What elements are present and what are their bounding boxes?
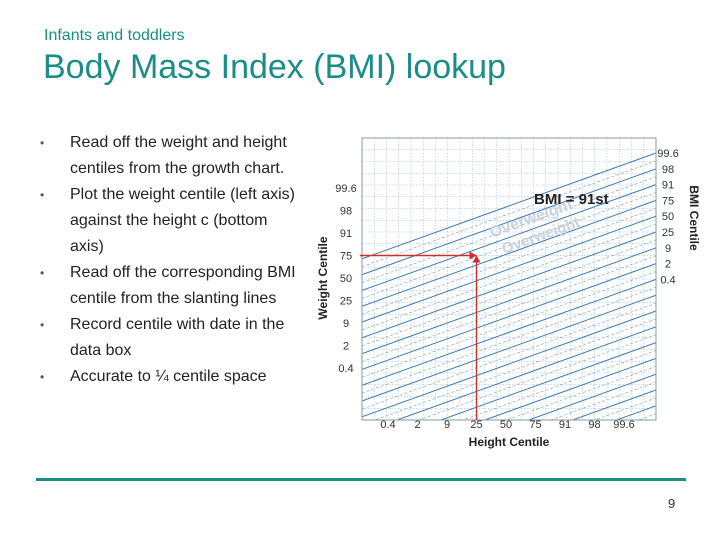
height-tick-label: 75 (529, 419, 541, 431)
bmi-axis-label: BMI Centile (687, 185, 701, 251)
bmi-tick-label: 99.6 (657, 148, 678, 160)
bmi-centile-line (362, 278, 656, 386)
slide-title: Body Mass Index (BMI) lookup (43, 48, 506, 86)
bmi-tick-label: 25 (662, 227, 674, 239)
bmi-quarter-line (362, 271, 656, 378)
height-tick-label: 9 (444, 419, 450, 431)
bmi-quarter-line (362, 208, 656, 315)
bmi-quarter-line (505, 366, 656, 420)
bmi-centile-line (571, 389, 656, 420)
weight-tick-label: 50 (340, 273, 352, 285)
weight-tick-label: 99.6 (335, 183, 356, 195)
height-tick-label: 25 (470, 419, 482, 431)
weight-tick-label: 2 (343, 341, 349, 353)
weight-axis-label: Weight Centile (316, 236, 330, 319)
bullet-read-bmi: Read off the corresponding BMI centile f… (40, 260, 300, 312)
bmi-result-label: BMI = 91st (534, 191, 609, 208)
bmi-quarter-line (362, 302, 656, 410)
bmi-centile-line (362, 310, 656, 418)
weight-tick-label: 75 (340, 251, 352, 263)
bmi-centile-line (527, 373, 656, 420)
instruction-list: Read off the weight and height centiles … (40, 130, 300, 390)
bmi-quarter-line (593, 397, 656, 420)
bmi-centile-line (362, 247, 656, 355)
lookup-arrowhead-up (472, 255, 481, 263)
bmi-tick-label: 98 (662, 164, 674, 176)
bmi-tick-label: 0.4 (660, 274, 675, 286)
height-tick-label: 50 (500, 419, 512, 431)
bmi-centile-line (362, 294, 656, 402)
weight-tick-label: 0.4 (338, 363, 353, 375)
bullet-accuracy: Accurate to ¼ centile space (40, 364, 300, 390)
bmi-centile-line (362, 152, 656, 260)
slide-subtitle: Infants and toddlers (44, 27, 185, 44)
bmi-quarter-line (418, 334, 656, 420)
plot-frame (361, 137, 657, 421)
bmi-quarter-line (362, 176, 656, 283)
lookup-marker (360, 251, 481, 420)
height-tick-label: 98 (588, 419, 600, 431)
lookup-arrowhead-right (469, 251, 477, 260)
bmi-centile-line (362, 231, 656, 339)
bmi-centile-line (439, 342, 656, 420)
bmi-quarter-line (462, 350, 656, 420)
weight-tick-label: 25 (340, 296, 352, 308)
bmi-quarter-line (374, 318, 656, 420)
weight-tick-label: 91 (340, 228, 352, 240)
bullet-read-centiles: Read off the weight and height centiles … (40, 130, 300, 182)
footer-rule (36, 478, 686, 481)
bmi-quarter-line (362, 287, 656, 394)
bmi-centile-line (362, 263, 656, 370)
bmi-centile-line (395, 326, 656, 420)
bmi-quarter-line (362, 223, 656, 331)
bmi-quarter-line (362, 255, 656, 362)
height-axis-label: Height Centile (469, 435, 550, 449)
height-tick-label: 0.4 (380, 419, 395, 431)
height-tick-label: 99.6 (613, 419, 634, 431)
bmi-lookup-chart: Overweight Overweight 99.6 98 91 75 50 25 9 2 0.4… (312, 128, 712, 458)
page-number: 9 (668, 496, 676, 511)
bmi-tick-label: 2 (665, 259, 671, 271)
bmi-quarter-line (362, 192, 656, 299)
height-tick-label: 91 (559, 419, 571, 431)
weight-tick-label: 98 (340, 206, 352, 218)
bmi-centile-lines (362, 152, 656, 420)
bmi-centile-line (362, 184, 656, 291)
bullet-record-centile: Record centile with date in the data box (40, 312, 300, 364)
bmi-quarter-line (362, 239, 656, 347)
weight-tick-label: 9 (343, 318, 349, 330)
bmi-tick-label: 9 (665, 243, 671, 255)
height-tick-label: 2 (414, 419, 420, 431)
bmi-quarter-line (549, 381, 656, 420)
bmi-tick-label: 75 (662, 195, 674, 207)
bmi-centile-line (362, 199, 656, 307)
bmi-tick-label: 91 (662, 180, 674, 192)
bmi-centile-line (362, 168, 656, 276)
bmi-centile-line (483, 357, 656, 420)
bullet-plot-centile: Plot the weight centile (left axis) agai… (40, 182, 300, 260)
bmi-quarter-line (362, 160, 656, 268)
bmi-tick-label: 50 (662, 211, 674, 223)
bmi-centile-line (362, 215, 656, 323)
